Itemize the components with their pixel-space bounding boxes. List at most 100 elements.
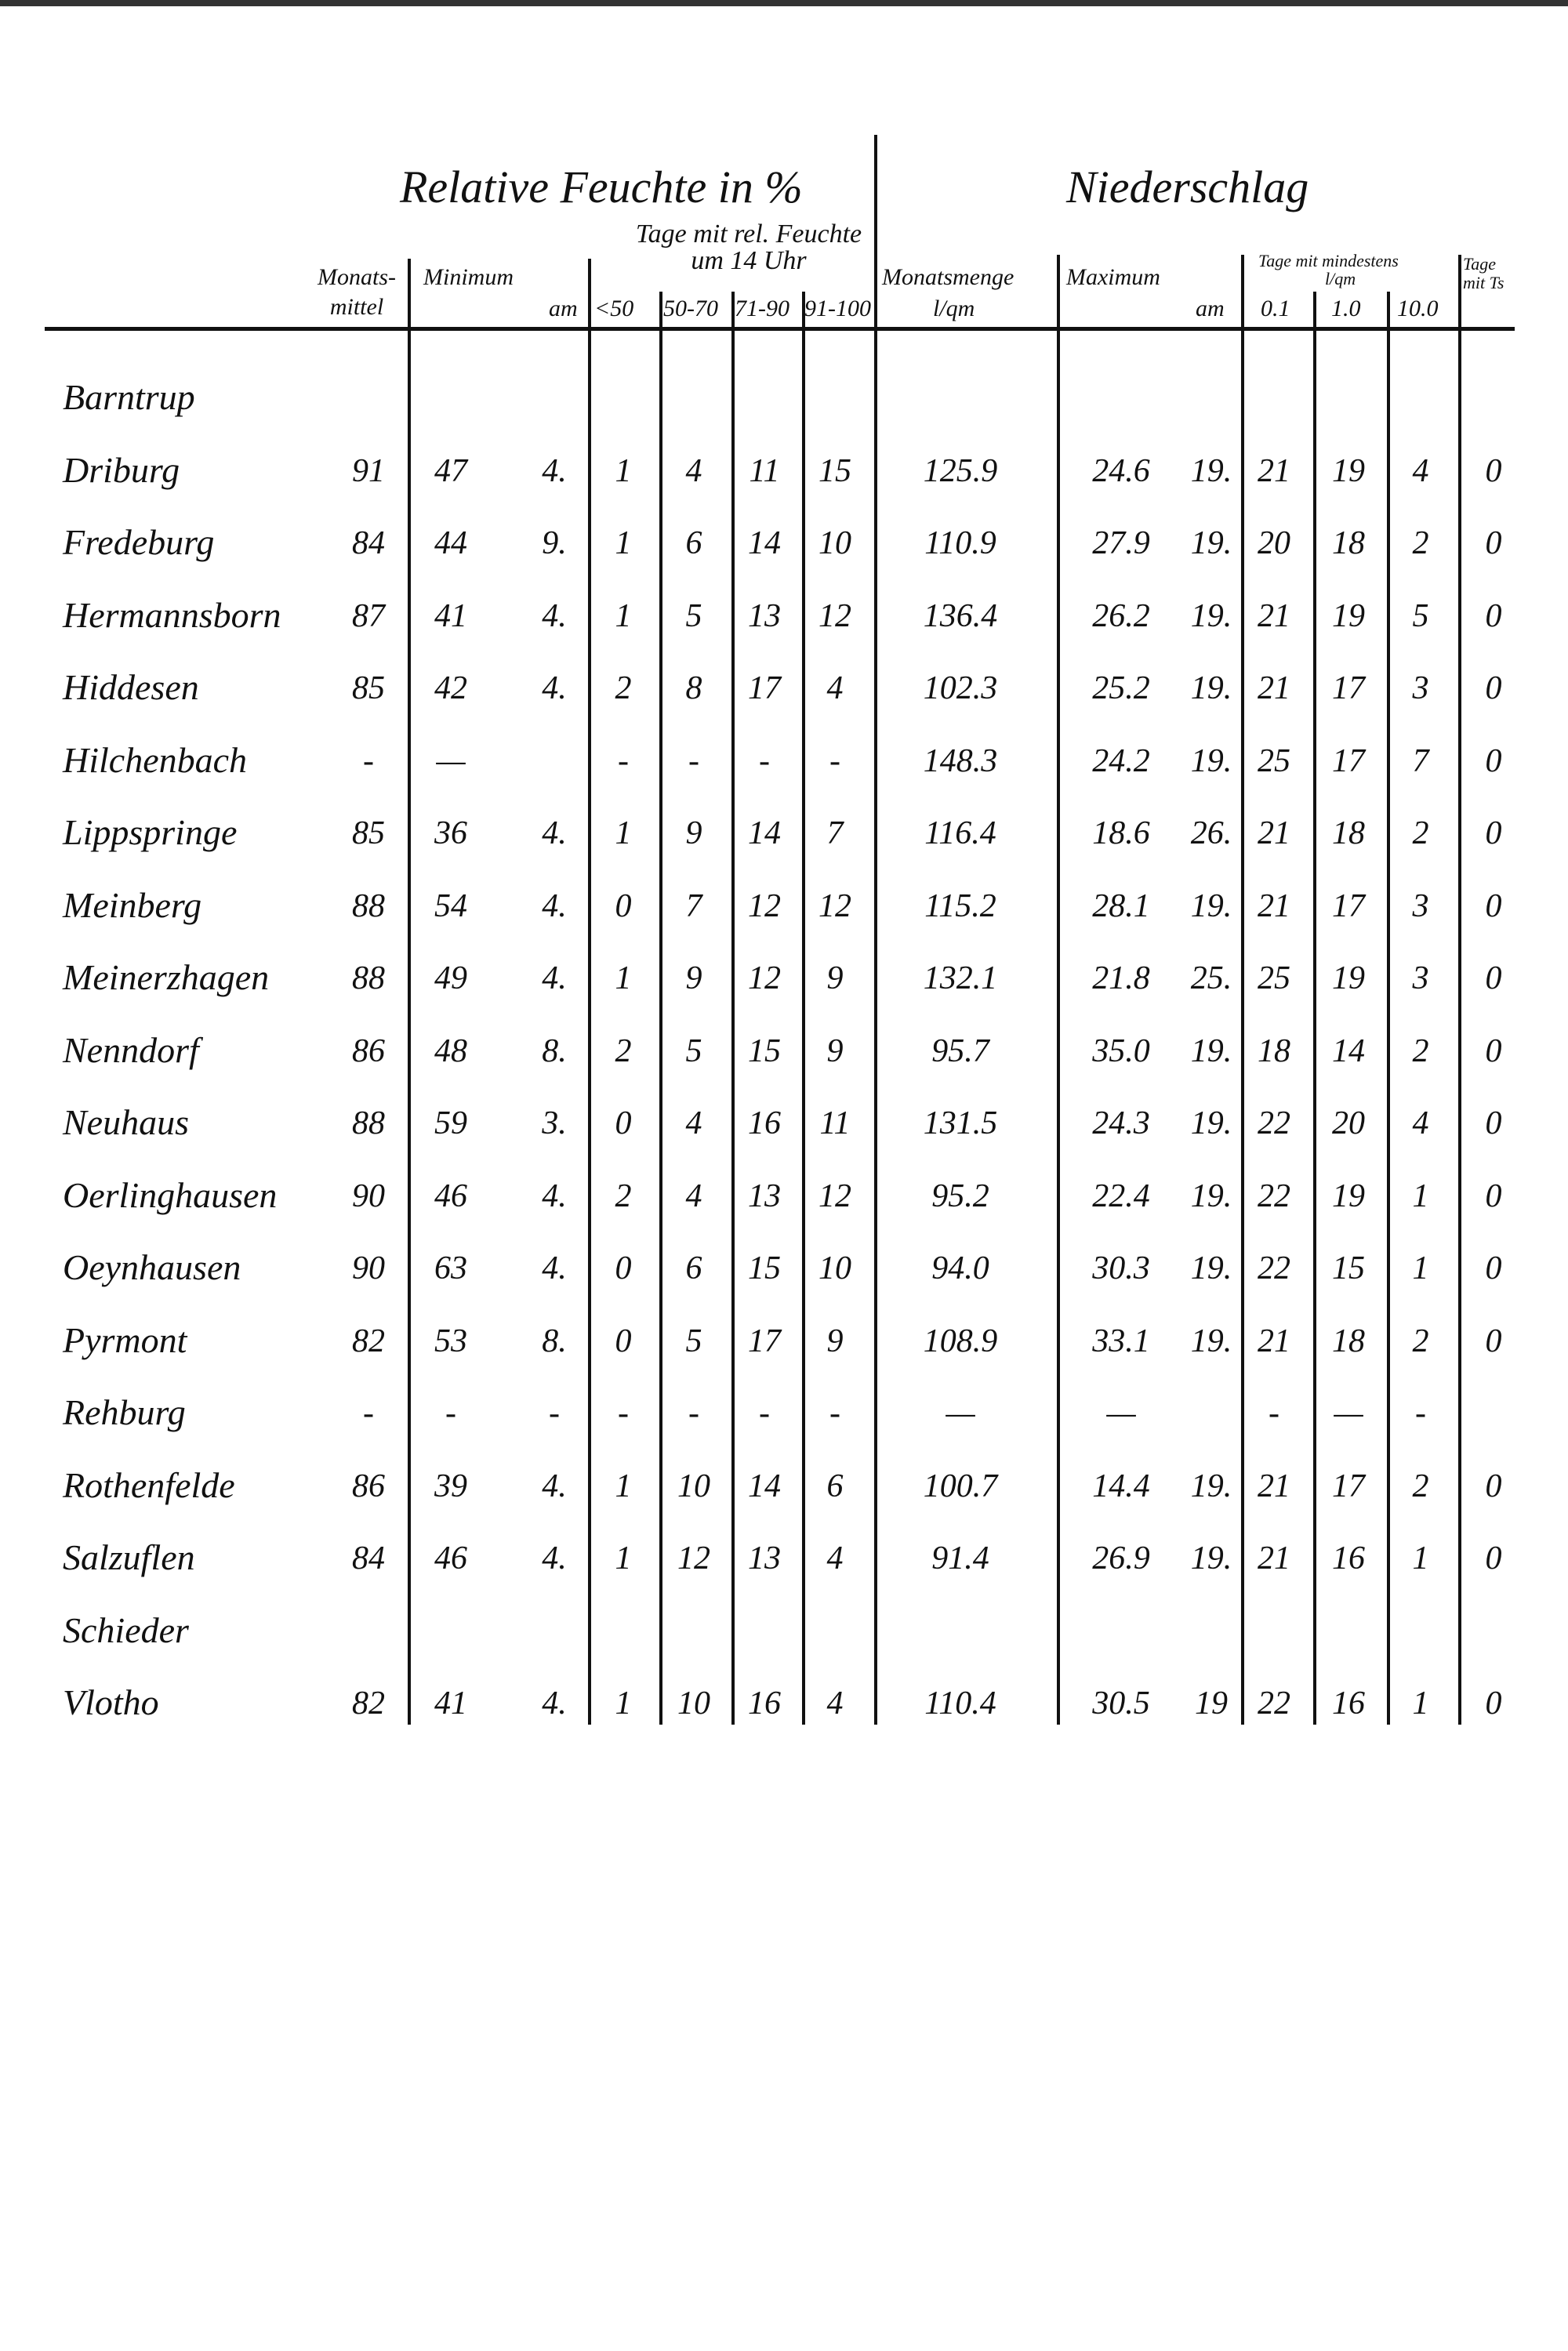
cell-maximum: 33.1 — [1092, 1322, 1150, 1359]
cell-min-date: - — [549, 1395, 560, 1431]
col-0-1: 0.1 — [1261, 296, 1290, 321]
cell-maximum: 25.2 — [1092, 670, 1150, 706]
station-name: Hilchenbach — [63, 739, 248, 780]
cell-days-1-0: 17 — [1332, 742, 1365, 779]
cell-days-50-70: 4 — [685, 452, 702, 489]
cell-days-50-70: 4 — [685, 1177, 702, 1214]
cell-minimum: 46 — [434, 1177, 467, 1214]
cell-days-91-100: - — [829, 1395, 840, 1431]
table-row: Fredeburg 84 44 9. 1 6 14 10 110.9 27.9 19. 20 18 2 0 — [0, 513, 1568, 586]
cell-max-date: 19. — [1190, 1540, 1232, 1576]
cell-minimum: 36 — [434, 815, 467, 851]
cell-monthly-mean: 86 — [352, 1032, 385, 1069]
table-row: Salzuflen 84 46 4. 1 12 13 4 91.4 26.9 19. 21 16 1 0 — [0, 1529, 1568, 1601]
cell-days-with: 0 — [1485, 887, 1502, 924]
cell-maximum: — — [1106, 1395, 1136, 1431]
cell-days-0-1: 18 — [1258, 1032, 1290, 1069]
cell-monthly-amount: 102.3 — [923, 670, 998, 706]
cell-maximum: 18.6 — [1092, 815, 1150, 851]
cell-days-1-0: 18 — [1332, 1322, 1365, 1359]
cell-minimum: - — [445, 1395, 456, 1431]
cell-days-71-90: - — [759, 1395, 770, 1431]
cell-days-lt50: 1 — [615, 597, 632, 634]
column-divider — [1241, 255, 1244, 1725]
cell-days-lt50: 2 — [615, 1032, 632, 1069]
cell-days-lt50: 0 — [615, 1322, 632, 1359]
cell-max-date: 19. — [1190, 1032, 1232, 1069]
cell-days-71-90: 15 — [748, 1250, 781, 1286]
table-row: Rothenfelde 86 39 4. 1 10 14 6 100.7 14.4 19. 21 17 2… — [0, 1457, 1568, 1529]
station-name: Oerlinghausen — [63, 1174, 278, 1215]
cell-max-date: 26. — [1190, 815, 1232, 851]
cell-monthly-amount: 95.7 — [931, 1032, 989, 1069]
cell-minimum: 46 — [434, 1540, 467, 1576]
cell-monthly-amount: 148.3 — [923, 742, 998, 779]
cell-days-10-0: 1 — [1412, 1540, 1429, 1576]
table-row: Meinerzhagen 88 49 4. 1 9 12 9 132.1 21.8 25. 25 19 3… — [0, 949, 1568, 1021]
cell-days-10-0: 7 — [1412, 742, 1429, 779]
cell-days-10-0: 3 — [1412, 960, 1429, 996]
station-name: Oeynhausen — [63, 1247, 241, 1287]
cell-days-50-70: 10 — [677, 1468, 710, 1504]
cell-monthly-mean: 85 — [352, 815, 385, 851]
cell-days-1-0: 19 — [1332, 960, 1365, 996]
cell-days-71-90: 13 — [748, 1540, 781, 1576]
cell-days-0-1: 25 — [1258, 960, 1290, 996]
column-divider — [408, 259, 411, 1725]
cell-days-1-0: 16 — [1332, 1685, 1365, 1722]
cell-days-50-70: 6 — [685, 525, 702, 561]
cell-monthly-mean: 88 — [352, 1105, 385, 1141]
column-divider — [1313, 292, 1316, 1725]
column-divider — [1387, 292, 1390, 1725]
cell-days-lt50: 1 — [615, 452, 632, 489]
cell-days-10-0: 2 — [1412, 1468, 1429, 1504]
col-71-90: 71-90 — [735, 296, 789, 321]
cell-max-date: 19. — [1190, 1322, 1232, 1359]
cell-maximum: 21.8 — [1092, 960, 1150, 996]
cell-days-0-1: 21 — [1258, 887, 1290, 924]
cell-monthly-amount: — — [946, 1395, 975, 1431]
cell-monthly-mean: 86 — [352, 1468, 385, 1504]
cell-maximum: 30.5 — [1092, 1685, 1150, 1722]
cell-days-0-1: 25 — [1258, 742, 1290, 779]
cell-max-date: 19. — [1190, 1250, 1232, 1286]
cell-days-with: 0 — [1485, 525, 1502, 561]
cell-days-50-70: 4 — [685, 1105, 702, 1141]
table-row: Nenndorf 86 48 8. 2 5 15 9 95.7 35.0 19. 18 14 2 0 — [0, 1021, 1568, 1094]
col-50-70: 50-70 — [663, 296, 718, 321]
cell-days-71-90: 13 — [748, 1177, 781, 1214]
cell-min-date: 4. — [542, 597, 567, 634]
cell-maximum: 28.1 — [1092, 887, 1150, 924]
cell-monthly-amount: 116.4 — [924, 815, 996, 851]
station-name: Meinerzhagen — [63, 957, 270, 997]
cell-days-71-90: 12 — [748, 887, 781, 924]
scan-edge — [0, 0, 1568, 6]
cell-min-date: 9. — [542, 525, 567, 561]
cell-monthly-mean: 82 — [352, 1685, 385, 1722]
cell-monthly-amount: 91.4 — [931, 1540, 989, 1576]
cell-days-0-1: 20 — [1258, 525, 1290, 561]
cell-maximum: 26.2 — [1092, 597, 1150, 634]
col-min-date: am — [549, 296, 578, 321]
cell-days-1-0: 15 — [1332, 1250, 1365, 1286]
cell-min-date: 4. — [542, 1685, 567, 1722]
cell-days-91-100: 4 — [826, 1685, 844, 1722]
cell-max-date: 19. — [1190, 525, 1232, 561]
station-name: Fredeburg — [63, 522, 215, 562]
table-row: Oerlinghausen 90 46 4. 2 4 13 12 95.2 22.4 19. 22 19… — [0, 1166, 1568, 1239]
col-91-100: 91-100 — [804, 296, 871, 321]
cell-max-date: 19. — [1190, 1177, 1232, 1214]
cell-min-date: 4. — [542, 1250, 567, 1286]
cell-days-with: 0 — [1485, 1685, 1502, 1722]
cell-days-91-100: 15 — [818, 452, 851, 489]
col-monthly-amount: Monatsmenge — [882, 264, 1014, 290]
cell-days-lt50: 1 — [615, 960, 632, 996]
cell-maximum: 22.4 — [1092, 1177, 1150, 1214]
cell-monthly-mean: 90 — [352, 1177, 385, 1214]
cell-days-71-90: 17 — [748, 1322, 781, 1359]
cell-days-91-100: 11 — [819, 1105, 851, 1141]
cell-days-0-1: 22 — [1258, 1105, 1290, 1141]
header-rule — [45, 327, 1515, 331]
cell-monthly-mean: 90 — [352, 1250, 385, 1286]
cell-min-date: 4. — [542, 1540, 567, 1576]
